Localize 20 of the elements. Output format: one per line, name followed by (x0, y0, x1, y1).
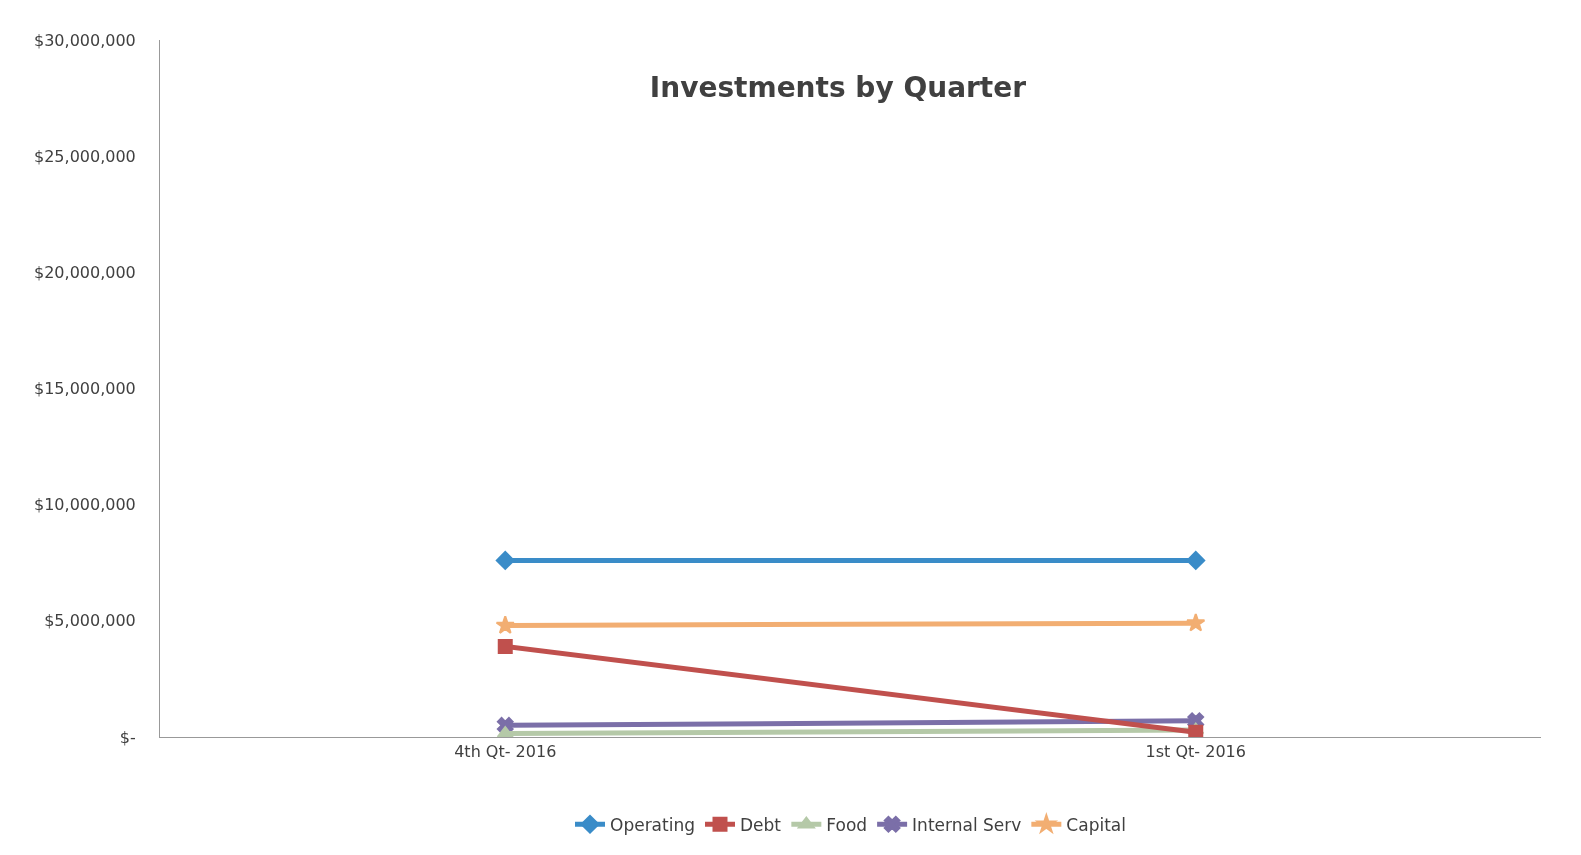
y-tick-label: $- (119, 727, 136, 747)
point (497, 638, 513, 654)
legend-label: Debt (740, 814, 782, 835)
legend-label: Food (826, 814, 868, 835)
point (495, 615, 515, 634)
y-tick-label: $10,000,000 (34, 495, 136, 515)
point (495, 550, 515, 570)
x-tick-label: 4th Qt- 2016 (454, 742, 557, 762)
x-tick-label: 1st Qt- 2016 (1145, 742, 1246, 762)
text: Investments by Quarter (649, 70, 1027, 104)
y-tick-label: $30,000,000 (34, 30, 136, 50)
point (1186, 613, 1206, 632)
legend-label: Operating (610, 814, 695, 835)
point (1186, 550, 1206, 570)
legend-label: Capital (1066, 814, 1126, 835)
legend-label: Internal Serv (912, 814, 1022, 835)
y-tick-label: $25,000,000 (34, 146, 136, 166)
y-tick-label: $5,000,000 (44, 611, 136, 631)
y-tick-label: $20,000,000 (34, 262, 136, 282)
y-tick-label: $15,000,000 (34, 379, 136, 399)
